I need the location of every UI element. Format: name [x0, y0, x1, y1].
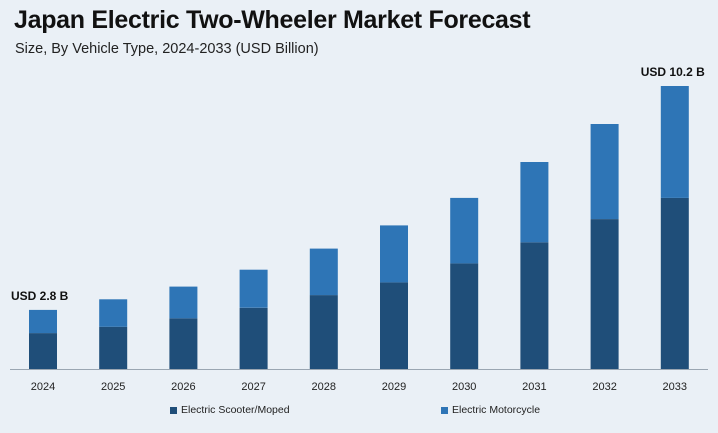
bar-electric-motorcycle-2027: [239, 269, 268, 308]
bar-electric-motorcycle-2030: [450, 197, 479, 264]
bar-electric-scooter-moped-2024: [29, 333, 57, 369]
bar-electric-motorcycle-2033: [660, 86, 689, 198]
bar-electric-motorcycle-2025: [99, 299, 128, 327]
x-tick-label-2030: 2030: [452, 381, 476, 393]
legend-label-electric-motorcycle: Electric Motorcycle: [452, 404, 541, 416]
legend-swatch-dark: [170, 406, 177, 414]
bar-electric-motorcycle-2026: [169, 286, 198, 319]
x-tick-label-2033: 2033: [663, 381, 687, 393]
bar-electric-motorcycle-2028: [309, 248, 338, 296]
x-tick-label-2024: 2024: [31, 381, 55, 393]
x-tick-label-2028: 2028: [312, 381, 336, 393]
bar-electric-motorcycle-2031: [520, 162, 549, 243]
bar-electric-scooter-moped-2025: [99, 326, 128, 369]
bar-electric-motorcycle-2032: [590, 124, 619, 219]
x-tick-label-2031: 2031: [522, 381, 546, 393]
chart-legend: Electric Scooter/Moped Electric Motorcyc…: [0, 404, 718, 420]
x-tick-label-2025: 2025: [101, 381, 125, 393]
legend-swatch-light: [441, 406, 448, 414]
bar-electric-motorcycle-2024: [29, 309, 57, 334]
legend-label-electric-scooter-moped: Electric Scooter/Moped: [181, 404, 290, 416]
x-tick-label-2026: 2026: [171, 381, 195, 393]
x-tick-label-2029: 2029: [382, 381, 406, 393]
bar-electric-scooter-moped-2027: [239, 307, 268, 369]
x-tick-label-2032: 2032: [592, 381, 616, 393]
bar-electric-scooter-moped-2032: [590, 219, 619, 369]
bar-electric-scooter-moped-2030: [450, 263, 479, 369]
bar-electric-scooter-moped-2033: [660, 197, 689, 369]
chart-title: Japan Electric Two-Wheeler Market Foreca…: [14, 6, 531, 34]
legend-item-electric-motorcycle: Electric Motorcycle: [441, 404, 540, 416]
x-tick-label-2027: 2027: [241, 381, 265, 393]
chart-subtitle: Size, By Vehicle Type, 2024-2033 (USD Bi…: [15, 41, 319, 57]
total-label-2033: USD 10.2 B: [641, 65, 705, 79]
bar-electric-scooter-moped-2029: [380, 282, 408, 369]
bar-electric-scooter-moped-2028: [309, 295, 338, 369]
bar-electric-motorcycle-2029: [380, 225, 408, 283]
total-label-2024: USD 2.8 B: [11, 289, 69, 303]
bar-electric-scooter-moped-2031: [520, 242, 549, 369]
legend-item-electric-scooter-moped: Electric Scooter/Moped: [170, 404, 290, 416]
bar-electric-scooter-moped-2026: [169, 318, 198, 369]
